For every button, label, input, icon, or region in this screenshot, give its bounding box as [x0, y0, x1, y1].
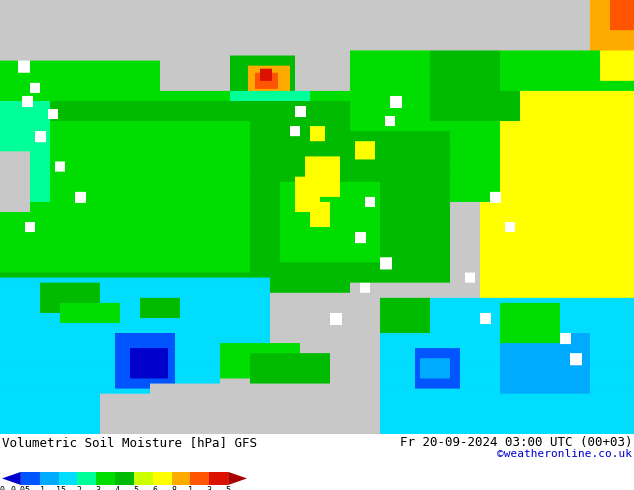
- Text: .4: .4: [110, 486, 120, 490]
- Text: Volumetric Soil Moisture [hPa] GFS: Volumetric Soil Moisture [hPa] GFS: [2, 436, 257, 449]
- Polygon shape: [172, 472, 190, 485]
- Polygon shape: [58, 472, 77, 485]
- Text: 3: 3: [207, 486, 212, 490]
- Polygon shape: [228, 472, 247, 485]
- Polygon shape: [2, 472, 21, 485]
- Text: 0: 0: [0, 486, 4, 490]
- Text: .15: .15: [51, 486, 66, 490]
- Text: .8: .8: [167, 486, 177, 490]
- Polygon shape: [115, 472, 134, 485]
- Polygon shape: [134, 472, 153, 485]
- Polygon shape: [96, 472, 115, 485]
- Polygon shape: [77, 472, 96, 485]
- Polygon shape: [153, 472, 172, 485]
- Text: .1: .1: [35, 486, 44, 490]
- Text: Fr 20-09-2024 03:00 UTC (00+03): Fr 20-09-2024 03:00 UTC (00+03): [399, 436, 632, 449]
- Text: .3: .3: [91, 486, 101, 490]
- Text: .5: .5: [129, 486, 139, 490]
- Text: ©weatheronline.co.uk: ©weatheronline.co.uk: [497, 449, 632, 459]
- Text: 1: 1: [188, 486, 193, 490]
- Polygon shape: [40, 472, 58, 485]
- Text: 0.05: 0.05: [11, 486, 31, 490]
- Text: .6: .6: [148, 486, 158, 490]
- Text: .2: .2: [72, 486, 82, 490]
- Text: 5: 5: [226, 486, 231, 490]
- Polygon shape: [190, 472, 209, 485]
- Polygon shape: [209, 472, 228, 485]
- Polygon shape: [21, 472, 40, 485]
